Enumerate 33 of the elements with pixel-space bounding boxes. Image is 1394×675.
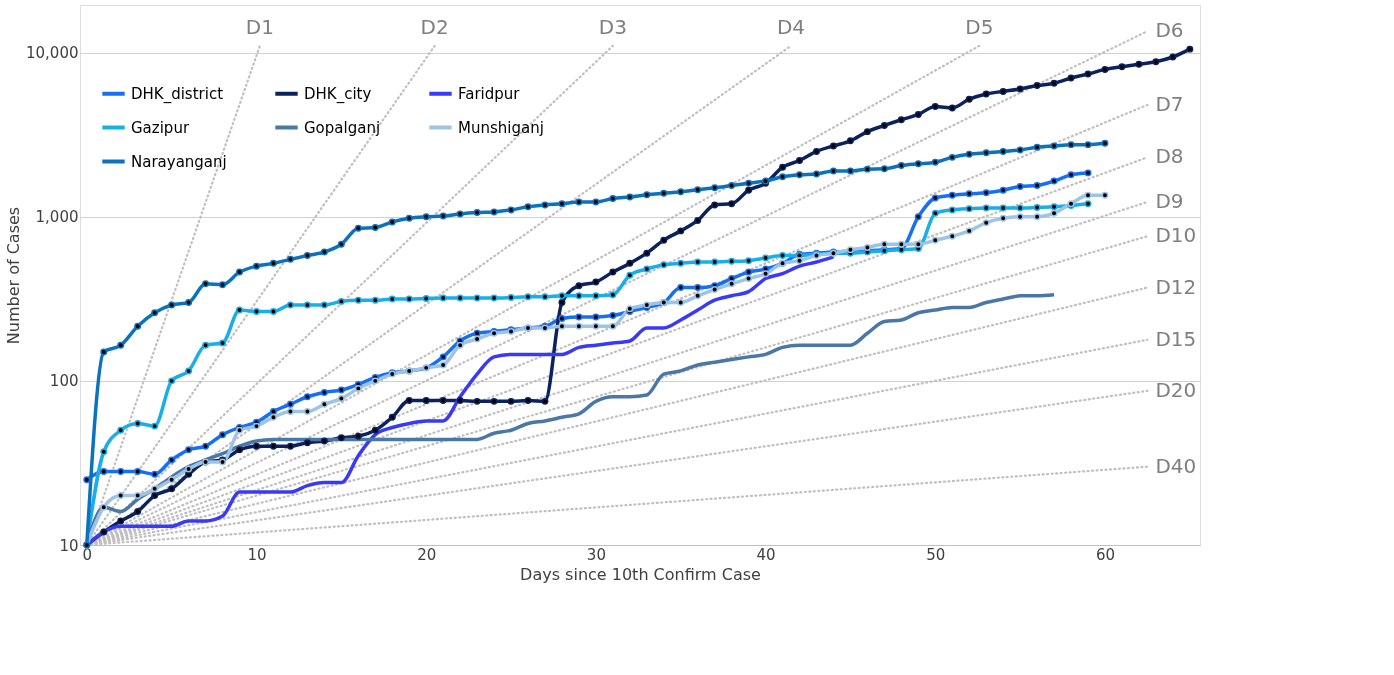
series-label: D8 — [1155, 144, 1184, 169]
x-axis-title: Days since 10th Confirm Case — [520, 564, 761, 584]
series-label: D15 — [1155, 326, 1197, 351]
y-axis-title: Number of Cases — [4, 206, 24, 345]
x-tick-label: 0 — [82, 545, 93, 564]
series-label: D40 — [1155, 453, 1197, 478]
y-tick-label: 100 — [49, 372, 79, 391]
x-tick-label: 40 — [756, 545, 776, 564]
series-label: D6 — [1155, 18, 1184, 43]
legend-label: Faridpur — [458, 84, 521, 103]
legend-label: Gopalganj — [304, 118, 381, 137]
y-tick-label: 10,000 — [26, 44, 79, 63]
legend-label: Gazipur — [131, 118, 190, 137]
x-tick-label: 10 — [247, 545, 267, 564]
x-tick-label: 20 — [417, 545, 437, 564]
series-label: D4 — [776, 14, 806, 39]
x-tick-label: 60 — [1095, 545, 1116, 564]
x-tick-label: 30 — [586, 545, 606, 564]
series-label: D12 — [1155, 274, 1197, 299]
series-label: D7 — [1155, 91, 1184, 116]
x-tick-label: 50 — [926, 545, 946, 564]
series-label: D9 — [1155, 188, 1184, 213]
y-tick-label: 1,000 — [35, 208, 79, 227]
legend-label: DHK_city — [304, 84, 372, 104]
series-label: D20 — [1155, 377, 1197, 402]
series-label: D5 — [965, 14, 994, 39]
legend-label: Narayanganj — [131, 152, 227, 171]
series-label: D10 — [1155, 223, 1197, 248]
series-label: D1 — [245, 14, 274, 39]
legend-label: Munshiganj — [458, 118, 544, 137]
legend-label: DHK_district — [131, 84, 224, 104]
series-label: D3 — [598, 14, 627, 39]
series-label: D2 — [420, 14, 449, 39]
